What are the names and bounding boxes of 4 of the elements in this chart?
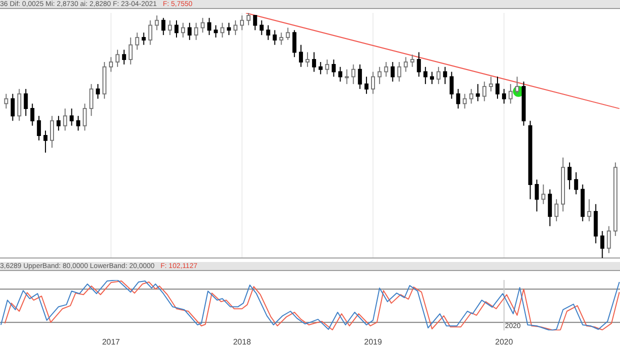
x-tick-label: 2020: [495, 337, 514, 346]
x-tick-label: 2018: [233, 337, 252, 346]
x-tick-label: 2017: [102, 337, 120, 346]
x-tick-label: 2019: [364, 337, 382, 346]
